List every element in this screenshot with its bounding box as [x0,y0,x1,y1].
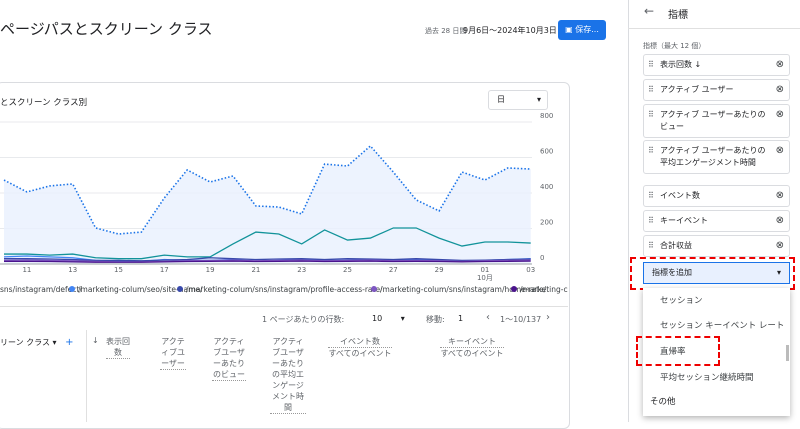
rows-per-page-label: 1 ページあたりの行数: [262,315,345,324]
metric-chip[interactable]: キーイベント [643,210,790,232]
menu-option[interactable]: セッション キーイベント レート [660,321,785,331]
legend-swatch [511,286,517,292]
column-header[interactable]: アクティブユーザーあたりのビュー [212,337,246,381]
column-sublabel: すべてのイベント [440,349,504,358]
card-subtitle: とスクリーン クラス別 [0,98,88,108]
divider [628,28,800,29]
x-tick-label: 15 [114,266,123,274]
date-range[interactable]: 9月6日～2024年10月3日 [463,26,557,35]
prev-page[interactable]: ‹ [486,312,490,323]
rows-per-page[interactable]: 10 ▾ [372,314,405,323]
x-tick-label: 03 [526,266,535,274]
metric-chip[interactable]: アクティブ ユーザー [643,79,790,101]
x-tick-label: 19 [206,266,215,274]
add-metric-label: 指標を追加 [652,268,692,277]
panel-title: 指標 [668,10,688,21]
metric-chip[interactable]: 合計収益 [643,235,790,257]
x-tick-label: 27 [389,266,398,274]
x-tick-label: 01 [480,266,489,274]
save-button[interactable]: ▣ 保存... [558,20,606,40]
rows-per-page-value: 10 [372,314,383,323]
line [4,227,531,260]
dimension-header[interactable]: リーン クラス ▾ + [0,337,74,348]
y-tick-label: 200 [540,219,553,227]
legend-swatch [177,286,183,292]
x-month-label: 10月 [477,274,493,282]
legend-swatch [69,286,75,292]
column-divider [86,330,87,422]
column-label: イベント数 [328,336,392,348]
date-range-label: 過去 28 日間 [425,27,467,35]
section-label: 指標（最大 12 個） [643,42,706,50]
metric-chip[interactable]: イベント数 [643,185,790,207]
column-header[interactable]: 表示回数 [106,337,130,359]
page-title: ページパスとスクリーン クラス [0,20,213,38]
y-tick-label: 400 [540,183,553,191]
add-metric-dropdown[interactable]: 指標を追加 ▾ [643,262,790,284]
dropdown-menu [643,288,790,416]
y-tick-label: 600 [540,148,553,156]
goto-value[interactable]: 1 [458,314,464,323]
granularity-dropdown[interactable]: 日 ▾ [488,90,548,110]
line [4,257,531,262]
x-tick-label: 13 [68,266,77,274]
menu-more[interactable]: その他 [650,397,676,407]
x-tick-label: 21 [251,266,260,274]
column-header[interactable]: イベント数 すべてのイベント [328,336,392,359]
column-header[interactable]: アクティブユーザー [160,337,186,370]
x-tick-label: 25 [343,266,352,274]
page-range: 1～10/137 [500,315,542,324]
x-tick-label: 11 [22,266,31,274]
column-header[interactable]: アクティブユーザーあたりの平均エンゲージメント時間 [270,337,306,414]
metric-label: 表示回数 [660,60,692,69]
line [4,260,531,263]
y-tick-label: 0 [540,254,544,262]
menu-option[interactable]: セッション [660,296,703,306]
menu-option[interactable]: 直帰率 [660,347,686,357]
metric-chip[interactable]: アクティブ ユーザーあたりのビュー [643,104,790,138]
x-tick-label: 29 [435,266,444,274]
back-button[interactable]: ← [644,4,655,18]
goto-label: 移動: [426,315,445,324]
line [3,144,531,235]
metric-chip[interactable]: アクティブ ユーザーあたりの平均エンゲージメント時間 [643,140,790,174]
next-page[interactable]: › [546,312,550,323]
granularity: 日 [497,95,505,104]
legend-swatch [371,286,377,292]
metric-chip[interactable]: 表示回数 ↓ [643,54,790,76]
divider [0,306,568,307]
x-tick-label: 17 [160,266,169,274]
line [3,259,531,263]
save-label: 保存... [575,25,599,34]
area [4,145,531,264]
column-header[interactable]: キーイベント すべてのイベント [440,336,504,359]
x-tick-label: 23 [297,266,306,274]
legend-label: /marketing-colum/sns/instagram/profile-a… [186,285,383,294]
menu-option[interactable]: 平均セッション継続時間 [660,373,754,383]
legend-label: /marketing-colum/sns/instagram/home-rate… [380,285,547,294]
legend-label: /marketing-colum/seo/site-name/ [78,285,203,294]
legend-label: /marketing-colum/sns/instagram/ [520,285,568,294]
column-label: キーイベント [440,336,504,348]
highlight [636,336,720,366]
column-sublabel: すべてのイベント [328,349,392,358]
column-label: リーン クラス [0,338,50,347]
scrollbar [786,345,789,361]
y-tick-label: 800 [540,112,553,120]
legend-label: sns/instagram/defect/ [0,285,82,294]
